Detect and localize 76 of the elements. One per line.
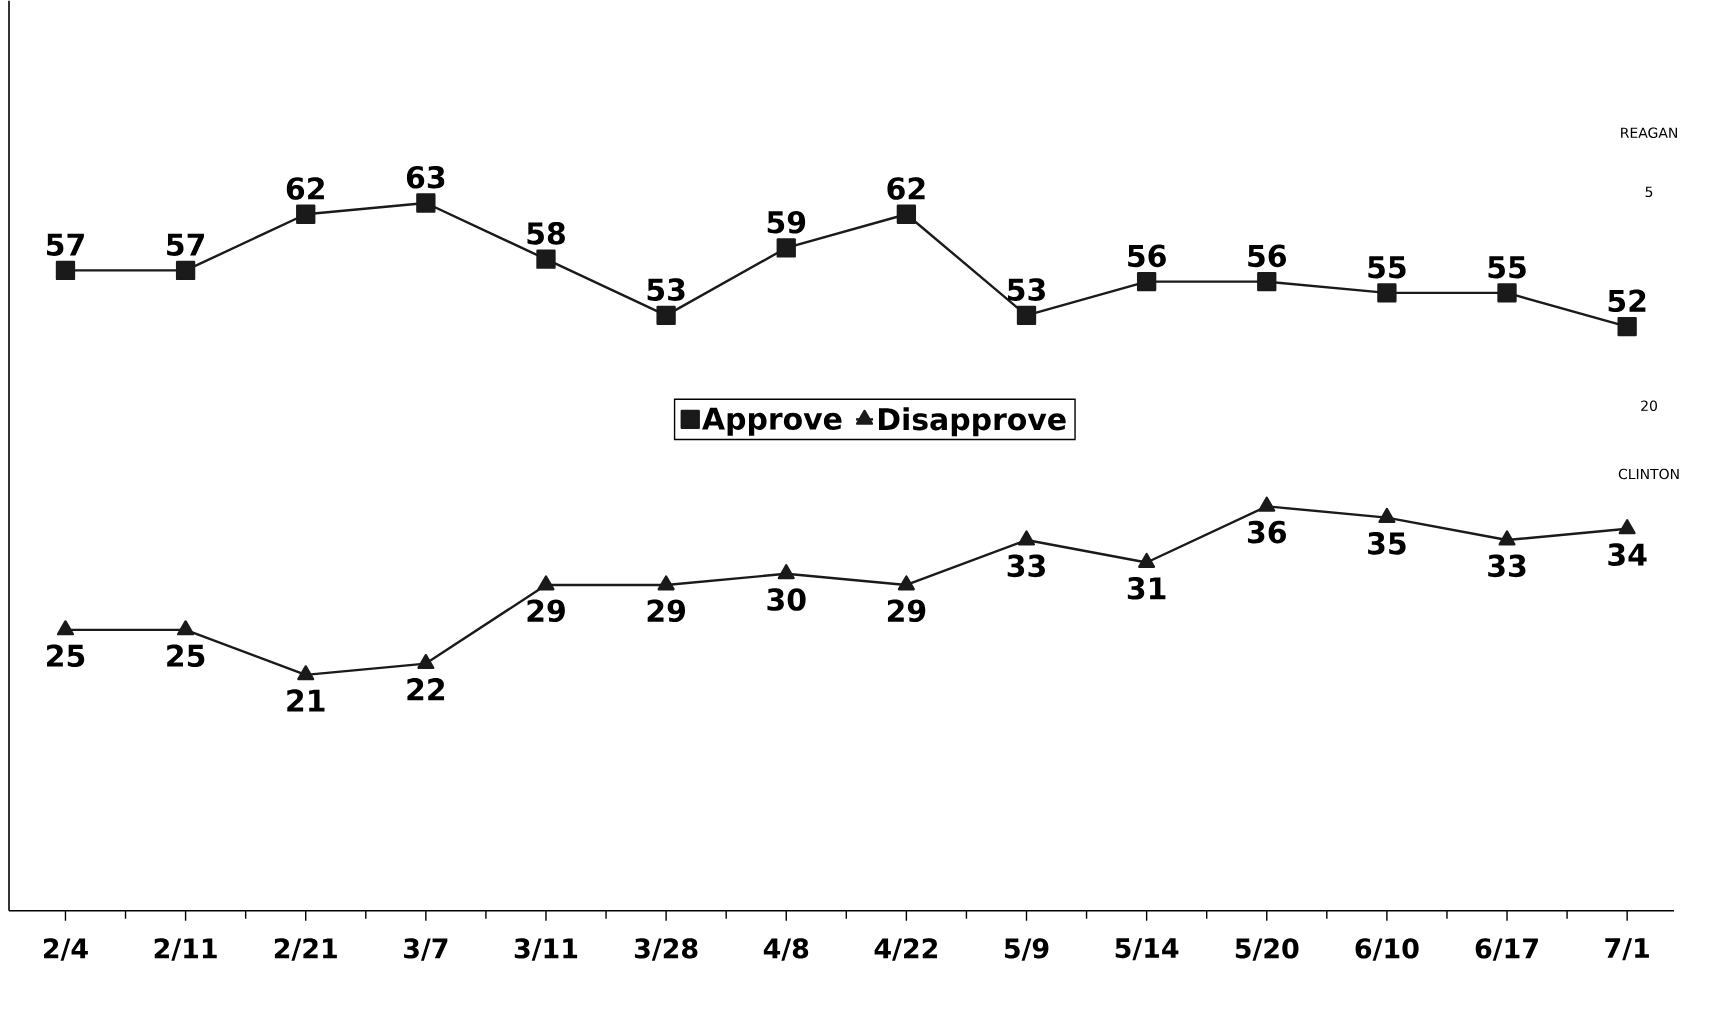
point xyxy=(296,204,316,225)
point xyxy=(1016,305,1037,326)
data-label: 56 xyxy=(1128,244,1166,268)
data-label: 29 xyxy=(647,599,686,623)
point xyxy=(1138,552,1156,569)
data-label: 55 xyxy=(1488,256,1526,279)
point xyxy=(416,193,436,213)
x-tick-label: 2/4 xyxy=(43,938,88,961)
point xyxy=(55,260,76,281)
x-tick-label: 2/11 xyxy=(154,938,217,961)
point xyxy=(777,564,795,580)
data-label: 57 xyxy=(167,233,205,257)
data-label: 30 xyxy=(767,588,806,611)
point xyxy=(1258,496,1276,512)
point xyxy=(177,620,195,636)
annotation: CLINTON xyxy=(1618,468,1679,480)
point xyxy=(657,575,675,591)
point xyxy=(897,575,915,591)
point xyxy=(175,260,196,281)
data-label: 35 xyxy=(1368,532,1406,555)
point xyxy=(776,238,796,258)
x-tick-label: 4/8 xyxy=(763,938,809,961)
point xyxy=(1136,272,1157,292)
data-label: 53 xyxy=(647,278,685,301)
point xyxy=(1618,519,1636,535)
point xyxy=(536,249,556,269)
x-tick-label: 3/7 xyxy=(404,938,448,961)
point xyxy=(297,665,315,681)
point xyxy=(1257,272,1277,292)
data-label: 29 xyxy=(527,599,565,623)
data-label: 36 xyxy=(1247,520,1286,544)
data-label: 31 xyxy=(1127,577,1166,600)
point xyxy=(417,654,435,670)
x-tick-label: 3/11 xyxy=(514,938,578,961)
x-tick-label: 6/10 xyxy=(1355,938,1419,961)
x-tick-label: 2/21 xyxy=(274,938,337,961)
data-label: 29 xyxy=(887,599,926,623)
point xyxy=(896,204,917,225)
annotation: REAGAN xyxy=(1621,127,1677,139)
data-label: 56 xyxy=(1248,244,1286,268)
legend-label: Approve xyxy=(702,407,842,436)
data-label: 25 xyxy=(167,644,205,668)
point xyxy=(1377,283,1397,303)
annotation: 20 xyxy=(1641,400,1657,412)
x-tick-label: 4/22 xyxy=(874,938,938,961)
data-label: 21 xyxy=(287,689,325,712)
data-label: 62 xyxy=(887,177,925,200)
point xyxy=(656,305,676,326)
data-label: 55 xyxy=(1368,256,1406,279)
data-label: 59 xyxy=(767,211,806,234)
x-tick-label: 5/14 xyxy=(1115,938,1179,961)
x-tick-label: 5/20 xyxy=(1235,938,1299,961)
data-label: 52 xyxy=(1608,289,1646,313)
point xyxy=(1498,530,1516,546)
point xyxy=(1017,530,1036,546)
x-tick-label: 3/28 xyxy=(634,938,698,961)
x-tick-label: 7/1 xyxy=(1605,938,1649,961)
point xyxy=(1617,317,1637,337)
data-label: 33 xyxy=(1007,554,1045,578)
point xyxy=(1497,283,1517,303)
point xyxy=(56,620,74,636)
data-label: 58 xyxy=(527,222,565,245)
x-tick-label: 6/17 xyxy=(1475,938,1538,961)
data-label: 22 xyxy=(407,678,445,701)
data-label: 63 xyxy=(406,166,445,189)
data-label: 53 xyxy=(1008,278,1045,301)
data-label: 33 xyxy=(1488,554,1526,578)
point xyxy=(537,575,555,591)
annotation: 5 xyxy=(1645,186,1653,198)
legend-label: Disapprove xyxy=(878,407,1066,437)
x-tick-label: 5/9 xyxy=(1004,938,1049,961)
data-label: 57 xyxy=(46,233,84,257)
data-label: 25 xyxy=(47,644,85,668)
data-label: 34 xyxy=(1608,543,1647,566)
point xyxy=(1378,508,1396,524)
data-label: 62 xyxy=(286,177,324,200)
